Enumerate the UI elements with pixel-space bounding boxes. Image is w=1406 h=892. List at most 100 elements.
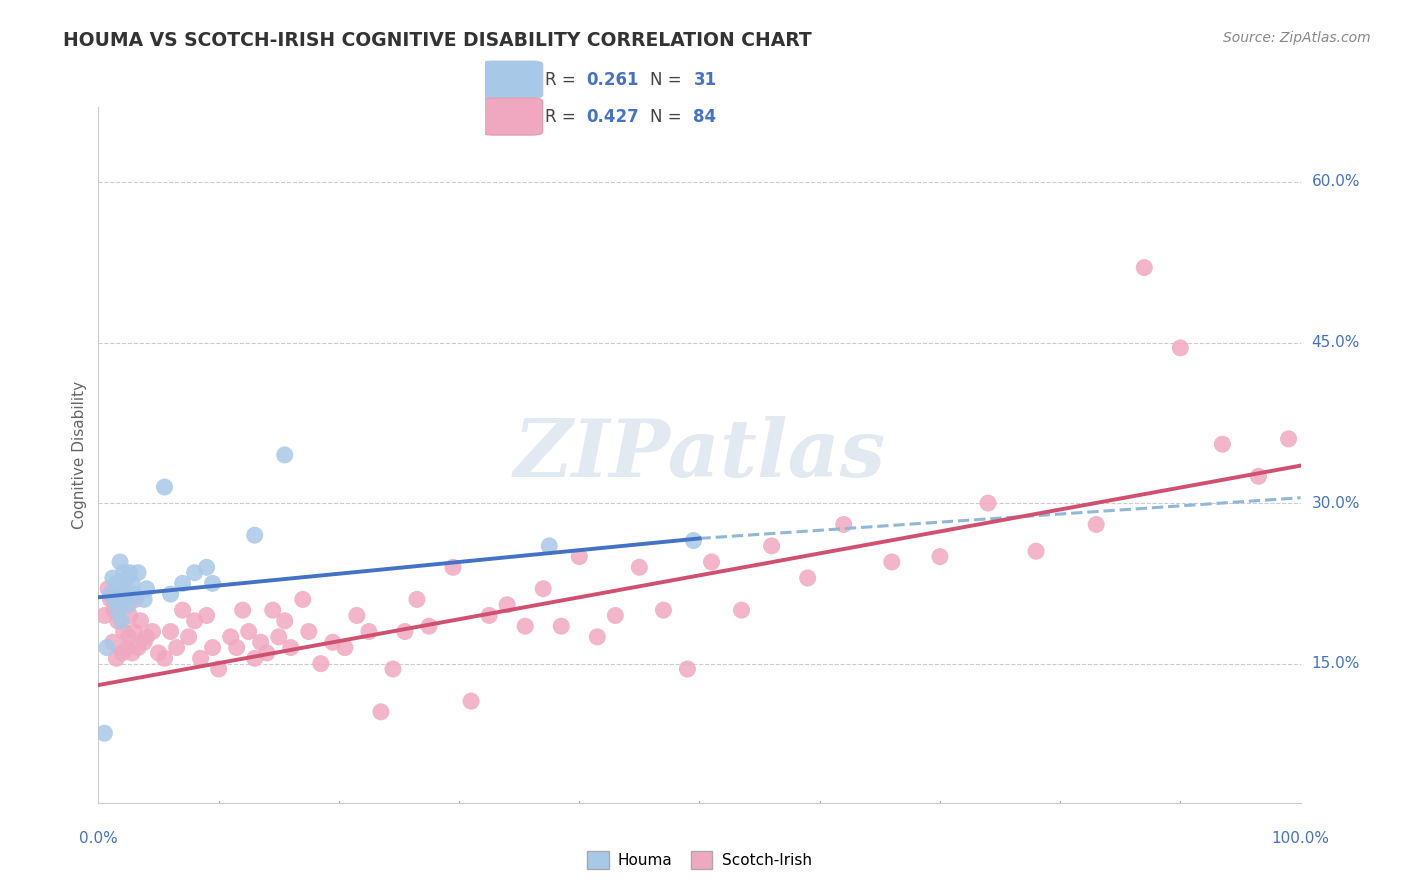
Point xyxy=(110,614,132,628)
Point xyxy=(112,566,135,580)
Point xyxy=(291,592,314,607)
Point xyxy=(107,614,129,628)
Point xyxy=(114,587,136,601)
Point xyxy=(496,598,519,612)
Point xyxy=(730,603,752,617)
Point xyxy=(208,662,231,676)
Point xyxy=(118,566,141,580)
Point xyxy=(201,640,224,655)
Point xyxy=(93,608,115,623)
Point xyxy=(1170,341,1192,355)
Point xyxy=(141,624,163,639)
Point xyxy=(132,635,155,649)
Point xyxy=(531,582,554,596)
Point xyxy=(977,496,1000,510)
Point xyxy=(153,480,176,494)
Point xyxy=(346,608,368,623)
Point xyxy=(1025,544,1047,558)
Point xyxy=(97,582,120,596)
Point xyxy=(117,640,139,655)
Point xyxy=(127,566,149,580)
Text: 31: 31 xyxy=(693,70,717,88)
Point xyxy=(700,555,723,569)
Point xyxy=(249,635,271,649)
Point xyxy=(418,619,440,633)
Text: ZIPatlas: ZIPatlas xyxy=(513,417,886,493)
Text: R =: R = xyxy=(546,70,582,88)
Legend: Houma, Scotch-Irish: Houma, Scotch-Irish xyxy=(581,846,818,875)
Point xyxy=(114,587,136,601)
FancyBboxPatch shape xyxy=(482,98,543,135)
FancyBboxPatch shape xyxy=(482,62,543,98)
Point xyxy=(441,560,464,574)
Point xyxy=(274,614,297,628)
Point xyxy=(117,630,139,644)
Text: 60.0%: 60.0% xyxy=(1312,175,1360,189)
Point xyxy=(124,624,146,639)
Point xyxy=(309,657,332,671)
Point xyxy=(101,635,124,649)
Point xyxy=(1277,432,1299,446)
Point xyxy=(121,646,143,660)
Point xyxy=(515,619,537,633)
Text: N =: N = xyxy=(650,70,686,88)
Point xyxy=(243,528,266,542)
Point xyxy=(103,603,125,617)
Point xyxy=(605,608,627,623)
Point xyxy=(148,646,170,660)
Point xyxy=(394,624,416,639)
Point xyxy=(568,549,591,564)
Point xyxy=(153,651,176,665)
Point xyxy=(586,630,609,644)
Point xyxy=(832,517,855,532)
Point xyxy=(172,603,194,617)
Point xyxy=(183,566,205,580)
Y-axis label: Cognitive Disability: Cognitive Disability xyxy=(72,381,87,529)
Point xyxy=(274,448,297,462)
Point xyxy=(262,603,284,617)
Point xyxy=(682,533,704,548)
Point xyxy=(103,592,125,607)
Point xyxy=(761,539,783,553)
Point xyxy=(381,662,404,676)
Text: 45.0%: 45.0% xyxy=(1312,335,1360,350)
Point xyxy=(111,646,134,660)
Text: 0.0%: 0.0% xyxy=(79,830,118,846)
Point xyxy=(880,555,903,569)
Point xyxy=(121,576,143,591)
Point xyxy=(280,640,302,655)
Point xyxy=(243,651,266,665)
Point xyxy=(96,640,118,655)
Point xyxy=(132,592,155,607)
Point xyxy=(238,624,260,639)
Point xyxy=(478,608,501,623)
Point xyxy=(100,592,122,607)
Point xyxy=(195,560,218,574)
Point xyxy=(159,624,181,639)
Point xyxy=(177,630,200,644)
Point xyxy=(112,624,135,639)
Text: 0.261: 0.261 xyxy=(586,70,638,88)
Point xyxy=(219,630,242,644)
Point xyxy=(105,576,128,591)
Point xyxy=(928,549,950,564)
Point xyxy=(111,582,134,596)
Text: R =: R = xyxy=(546,108,582,126)
Point xyxy=(172,576,194,591)
Point xyxy=(406,592,429,607)
Point xyxy=(129,614,152,628)
Point xyxy=(183,614,205,628)
Point xyxy=(117,571,139,585)
Point xyxy=(256,646,278,660)
Point xyxy=(108,555,131,569)
Text: HOUMA VS SCOTCH-IRISH COGNITIVE DISABILITY CORRELATION CHART: HOUMA VS SCOTCH-IRISH COGNITIVE DISABILI… xyxy=(63,31,813,50)
Point xyxy=(1211,437,1233,451)
Point xyxy=(1247,469,1270,483)
Point xyxy=(93,726,115,740)
Point xyxy=(115,592,138,607)
Text: Source: ZipAtlas.com: Source: ZipAtlas.com xyxy=(1223,31,1371,45)
Point xyxy=(333,640,356,655)
Point xyxy=(232,603,254,617)
Point xyxy=(1085,517,1108,532)
Point xyxy=(460,694,482,708)
